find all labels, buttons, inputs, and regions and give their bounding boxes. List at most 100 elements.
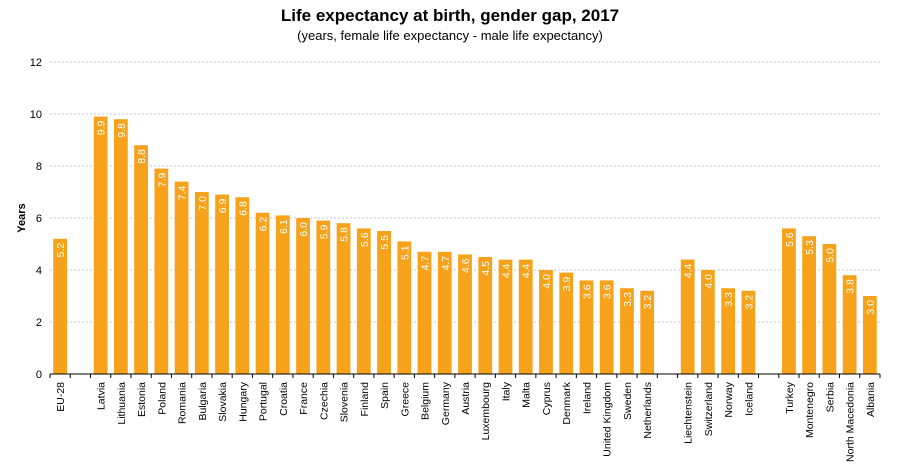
bar (680, 259, 695, 374)
y-tick-label: 6 (36, 213, 42, 225)
x-tick-label: Estonia (136, 382, 148, 417)
data-label: 5.3 (804, 240, 816, 255)
bar (782, 228, 796, 374)
data-label: 3.6 (581, 284, 593, 299)
x-tick-label: Liechtenstein (683, 382, 695, 444)
data-label: 3.3 (622, 292, 634, 307)
y-tick-label: 4 (36, 265, 42, 277)
bar (620, 288, 634, 374)
bar (822, 244, 837, 374)
data-label: 5.5 (379, 235, 391, 250)
data-label: 5.0 (824, 248, 836, 263)
y-axis-title: Years (16, 203, 28, 232)
x-tick-label: Luxembourg (480, 382, 492, 441)
bar (721, 288, 736, 374)
y-tick-label: 10 (30, 109, 42, 121)
bar (296, 218, 310, 374)
x-tick-label: Latvia (96, 382, 108, 410)
bar (275, 215, 290, 374)
bar (701, 270, 715, 374)
x-tick-label: Turkey (784, 381, 796, 413)
bar (518, 259, 533, 374)
x-tick-label: Portugal (258, 382, 270, 421)
x-tick-label: Hungary (237, 381, 249, 421)
data-label: 6.2 (258, 217, 270, 232)
bar (559, 272, 574, 374)
x-tick-label: Denmark (561, 381, 573, 424)
data-label: 3.2 (743, 295, 755, 310)
bar (255, 212, 270, 374)
data-label: 4.7 (440, 256, 452, 271)
bar (377, 231, 391, 374)
x-tick-label: Lithuania (116, 382, 128, 425)
x-tick-label: Austria (460, 382, 472, 415)
x-tick-label: Romania (177, 382, 189, 424)
bar (417, 251, 432, 374)
x-tick-label: Cyprus (541, 382, 553, 415)
data-label: 5.6 (359, 232, 371, 247)
data-label: 3.2 (642, 295, 654, 310)
x-tick-label: Italy (500, 381, 512, 401)
data-label: 4.6 (460, 258, 472, 273)
data-label: 6.9 (217, 198, 229, 213)
bar (336, 223, 351, 374)
x-tick-label: Norway (723, 381, 735, 417)
bar (599, 280, 614, 374)
x-tick-label: Netherlands (642, 382, 654, 439)
x-tick-label: Poland (156, 382, 168, 415)
data-label: 9.9 (96, 120, 108, 135)
x-tick-label: Spain (379, 382, 391, 409)
data-label: 5.2 (55, 243, 67, 258)
bar (498, 259, 513, 374)
x-tick-label: Finland (359, 382, 371, 417)
y-tick-label: 0 (36, 369, 42, 381)
x-tick-label: Belgium (420, 382, 432, 420)
x-tick-label: Ireland (581, 382, 593, 414)
chart-subtitle: (years, female life expectancy - male li… (297, 28, 603, 43)
x-tick-label: Czechia (318, 382, 330, 420)
chart-title: Life expectancy at birth, gender gap, 20… (280, 6, 620, 25)
bar (174, 181, 189, 374)
x-tick-label: Slovenia (339, 382, 351, 422)
x-tick-label: Serbia (824, 382, 836, 413)
data-label: 4.4 (500, 263, 512, 278)
bar (356, 228, 371, 374)
x-tick-label: Bulgaria (197, 382, 209, 421)
x-tick-label: Iceland (743, 382, 755, 416)
bar (316, 220, 331, 374)
x-tick-label: North Macedonia (845, 382, 857, 462)
data-label: 5.8 (339, 227, 351, 242)
y-tick-label: 2 (36, 317, 42, 329)
data-label: 7.0 (197, 196, 209, 211)
data-label: 8.8 (136, 149, 148, 164)
data-label: 4.0 (541, 274, 553, 289)
axes: 0 2 4 6 8 10 12 EU-28 Latvia Lithuania Estonia Pola… (30, 57, 881, 462)
x-tick-label: Switzerland (703, 382, 715, 436)
x-tick-label: Sweden (622, 382, 634, 420)
data-label: 6.0 (298, 222, 310, 237)
data-label: 3.8 (845, 279, 857, 294)
bar (437, 251, 452, 374)
bar (215, 194, 229, 374)
data-label: 5.1 (399, 245, 411, 260)
data-label: 6.1 (278, 219, 290, 234)
x-tick-label: Slovakia (217, 382, 229, 422)
data-label: 4.7 (420, 256, 432, 271)
data-label: 9.8 (116, 123, 128, 138)
data-label: 4.4 (521, 263, 533, 278)
data-label: 7.4 (177, 185, 189, 200)
bar (539, 270, 553, 374)
x-tick-label: Albania (865, 382, 877, 417)
data-label: 6.8 (237, 201, 249, 216)
data-label: 3.9 (561, 276, 573, 291)
bar (134, 145, 148, 374)
bar (741, 290, 756, 374)
data-label: 3.0 (865, 300, 877, 315)
bar (93, 116, 108, 374)
data-label: 5.6 (784, 232, 796, 247)
bar (579, 280, 594, 374)
x-tick-label: Croatia (278, 382, 290, 416)
data-label: 4.0 (703, 274, 715, 289)
bar (194, 192, 209, 374)
x-tick-label: Germany (440, 381, 452, 425)
